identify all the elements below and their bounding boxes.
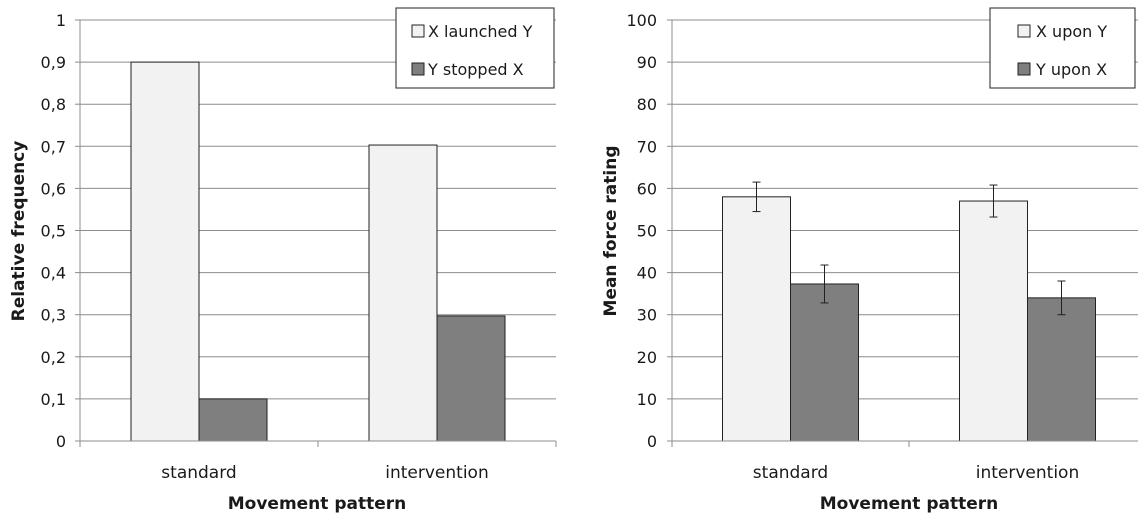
bars <box>130 61 506 442</box>
y-tick-label: 0,7 <box>41 137 66 156</box>
legend-label-x-launched-y: X launched Y <box>428 22 533 41</box>
bar <box>1027 297 1096 442</box>
x-category-label: intervention <box>385 463 488 483</box>
y-tick-label: 1 <box>56 11 66 30</box>
x-category-labels: standard intervention <box>161 463 488 483</box>
chart-relative-frequency: 0 0,1 0,2 0,3 0,4 0,5 0,6 0,7 0,8 0,9 1 standard in… <box>9 7 557 514</box>
y-tick-label: 10 <box>637 390 657 409</box>
y-tick-label: 0,4 <box>41 264 66 283</box>
y-tick-label: 40 <box>637 264 657 283</box>
x-axis-title: Movement pattern <box>228 494 407 514</box>
y-tick-label: 100 <box>626 11 657 30</box>
bars <box>722 196 1096 442</box>
x-category-label: standard <box>753 463 828 483</box>
y-axis-title: Mean force rating <box>601 145 621 316</box>
y-tick-label: 0,3 <box>41 306 66 325</box>
legend-swatch-y-upon-x <box>1017 62 1031 76</box>
y-tick-label: 0,8 <box>41 95 66 114</box>
bar <box>790 283 859 442</box>
x-category-label: intervention <box>976 463 1079 483</box>
y-tick-label: 60 <box>637 179 657 198</box>
legend-box <box>989 7 1136 89</box>
x-category-label: standard <box>161 463 236 483</box>
chart-mean-force-rating: 0 10 20 30 40 50 60 70 80 90 100 standard intervent… <box>601 7 1138 514</box>
bar <box>959 200 1028 442</box>
axes <box>75 19 557 447</box>
axes <box>667 19 1138 447</box>
y-tick-labels: 0 0,1 0,2 0,3 0,4 0,5 0,6 0,7 0,8 0,9 1 <box>41 11 66 451</box>
y-axis-title: Relative frequency <box>9 141 29 322</box>
bar <box>368 144 438 442</box>
legend-swatch-x-upon-y <box>1017 24 1031 38</box>
legend-label-y-upon-x: Y upon X <box>1035 60 1107 79</box>
y-tick-label: 0 <box>647 432 657 451</box>
legend-label-y-stopped-x: Y stopped X <box>427 60 524 79</box>
y-tick-label: 70 <box>637 137 657 156</box>
y-tick-label: 0,5 <box>41 222 66 241</box>
y-tick-label: 0,9 <box>41 53 66 72</box>
bar <box>436 315 506 442</box>
y-tick-label: 30 <box>637 306 657 325</box>
y-tick-label: 0 <box>56 432 66 451</box>
y-tick-labels: 0 10 20 30 40 50 60 70 80 90 100 <box>626 11 657 451</box>
x-category-labels: standard intervention <box>753 463 1079 483</box>
legend-label-x-upon-y: X upon Y <box>1036 22 1107 41</box>
legend-swatch-y-stopped-x <box>411 62 425 76</box>
y-tick-label: 80 <box>637 95 657 114</box>
legend: X upon Y Y upon X <box>989 7 1136 89</box>
y-tick-label: 0,1 <box>41 390 66 409</box>
error-bars <box>752 181 1066 316</box>
y-tick-label: 50 <box>637 222 657 241</box>
y-tick-label: 0,6 <box>41 179 66 198</box>
bar <box>722 196 791 442</box>
y-tick-label: 90 <box>637 53 657 72</box>
legend: X launched Y Y stopped X <box>395 7 555 89</box>
bar <box>198 398 268 442</box>
y-tick-label: 0,2 <box>41 348 66 367</box>
x-axis-title: Movement pattern <box>820 494 999 514</box>
legend-swatch-x-launched-y <box>411 24 425 38</box>
y-tick-label: 20 <box>637 348 657 367</box>
bar <box>130 61 200 442</box>
